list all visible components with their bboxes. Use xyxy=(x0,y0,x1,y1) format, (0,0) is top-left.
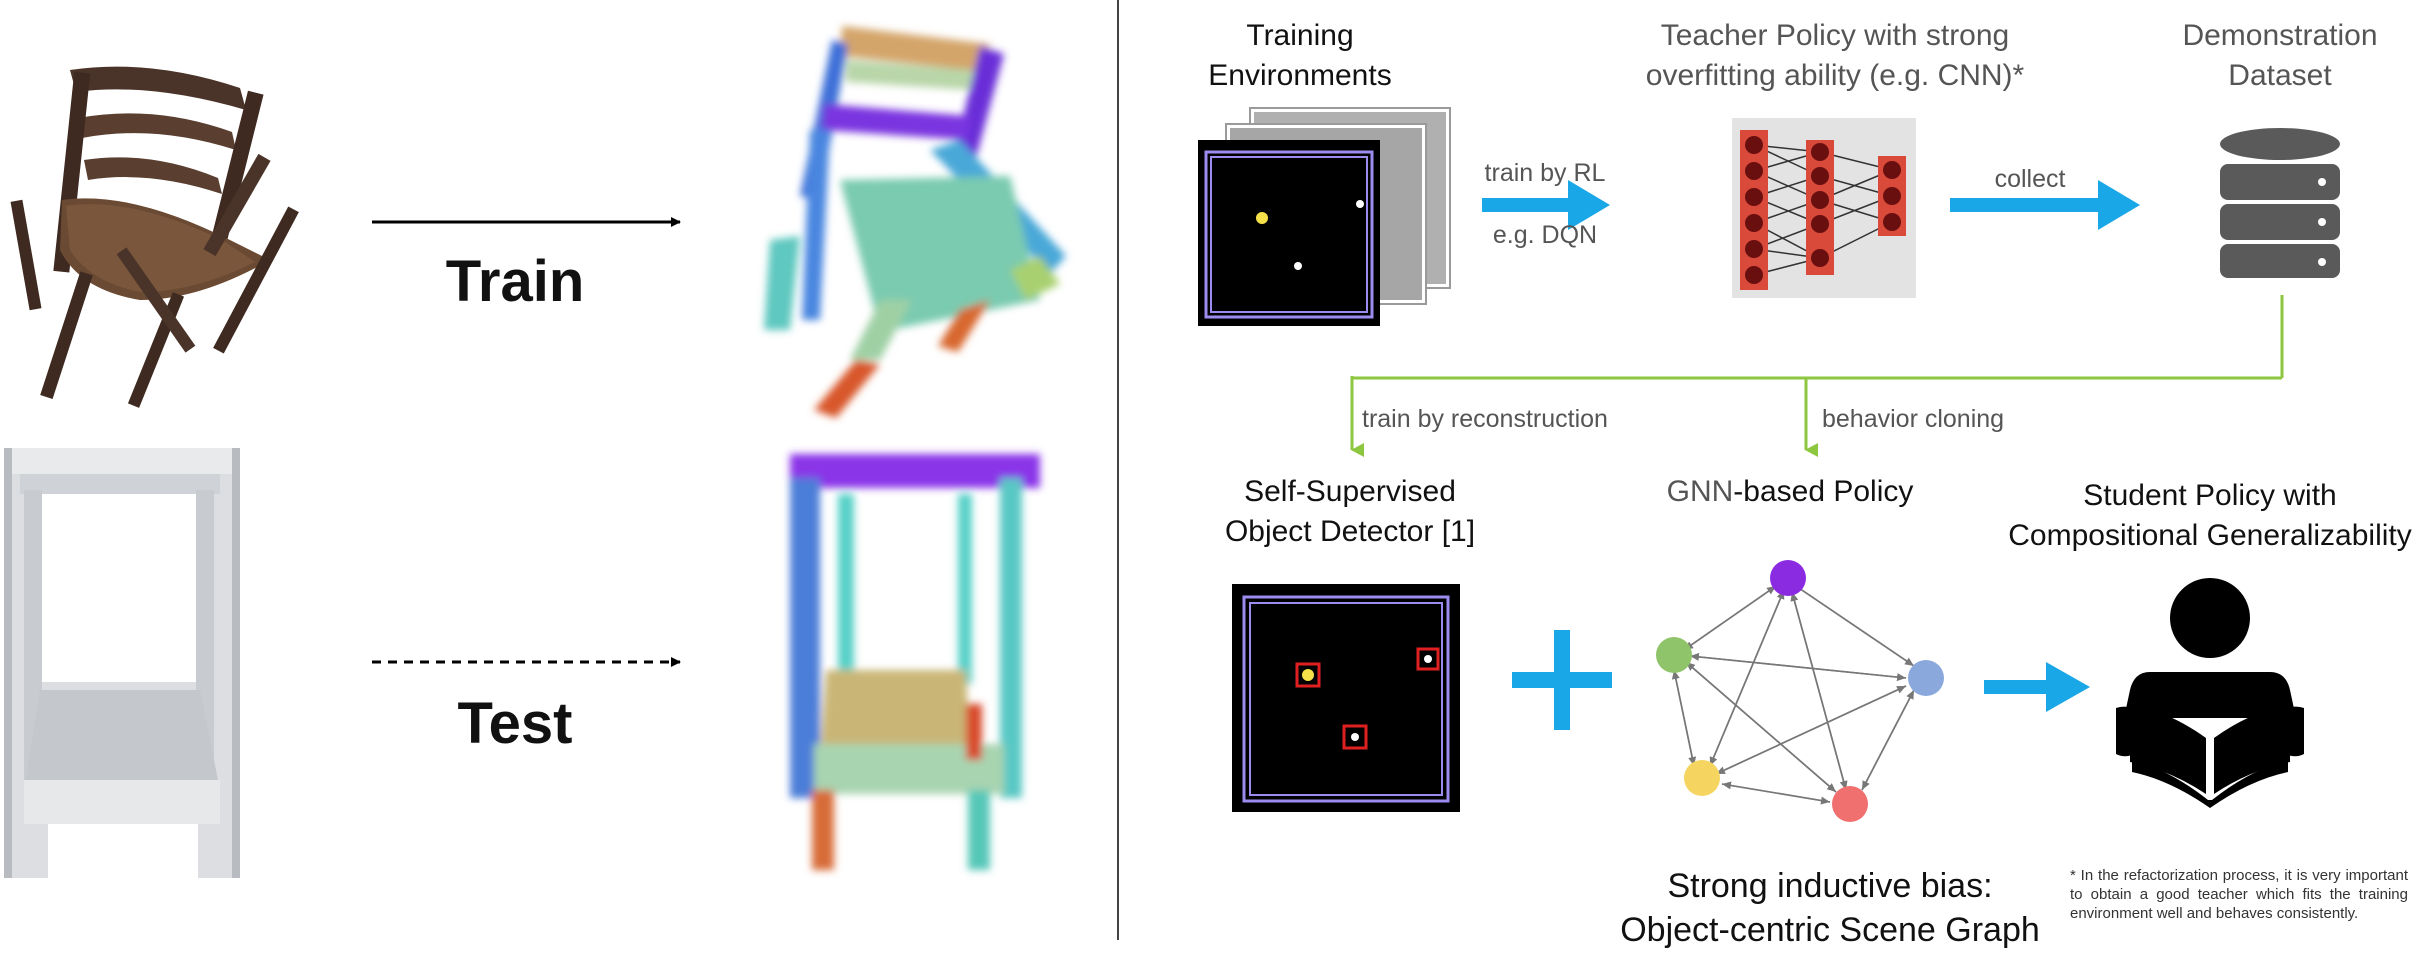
object-detector-image xyxy=(1232,584,1460,812)
test-label: Test xyxy=(457,691,573,756)
teacher-policy-title: Teacher Policy with strong overfitting a… xyxy=(1645,19,2025,92)
train-label: Train xyxy=(445,249,585,314)
cnn-teacher-icon xyxy=(1732,118,1916,298)
training-environments-stack xyxy=(1198,107,1451,326)
gnn-node-red xyxy=(1832,786,1868,822)
train-by-rl-label: train by RL xyxy=(1484,159,1606,187)
gnn-node-yellow xyxy=(1684,760,1720,796)
collect-label: collect xyxy=(1994,165,2066,193)
object-detector-title: Self-Supervised Object Detector [1] xyxy=(1224,475,1476,548)
gnn-policy-title: GNN-based Policy xyxy=(1640,472,1940,512)
segmented-chair-train xyxy=(764,26,1066,418)
footnote: * In the refactorization process, it is … xyxy=(2070,867,2408,922)
student-policy-title: Student Policy with Compositional Genera… xyxy=(2008,479,2412,552)
gnn-graph xyxy=(1671,581,1915,805)
brown-chair-image xyxy=(10,66,299,408)
gnn-title-rest: -based Policy xyxy=(1733,475,1914,508)
eg-dqn-label: e.g. DQN xyxy=(1492,221,1598,249)
inductive-bias-title: Strong inductive bias: Object-centric Sc… xyxy=(1620,867,2040,949)
database-icon xyxy=(2220,128,2340,278)
gnn-title-gnn: GNN xyxy=(1666,475,1734,508)
plus-icon xyxy=(1512,630,1612,730)
gnn-nodes xyxy=(1656,560,1944,822)
train-by-reconstruction-label: train by reconstruction xyxy=(1362,405,1608,433)
arrow-train-by-rl xyxy=(1482,180,1610,230)
white-table-image xyxy=(4,448,240,878)
gnn-node-purple xyxy=(1770,560,1806,596)
arrow-collect xyxy=(1950,180,2140,230)
training-environments-title: Training Environments xyxy=(1208,19,1392,92)
segmented-chair-test xyxy=(790,454,1040,870)
behavior-cloning-label: behavior cloning xyxy=(1822,405,2005,433)
gnn-node-blue xyxy=(1908,660,1944,696)
student-reading-icon xyxy=(2116,578,2304,808)
green-connector xyxy=(1350,295,2284,457)
gnn-node-green xyxy=(1656,637,1692,673)
demonstration-dataset-title: Demonstration Dataset xyxy=(2182,19,2378,92)
arrow-to-student xyxy=(1984,662,2090,712)
